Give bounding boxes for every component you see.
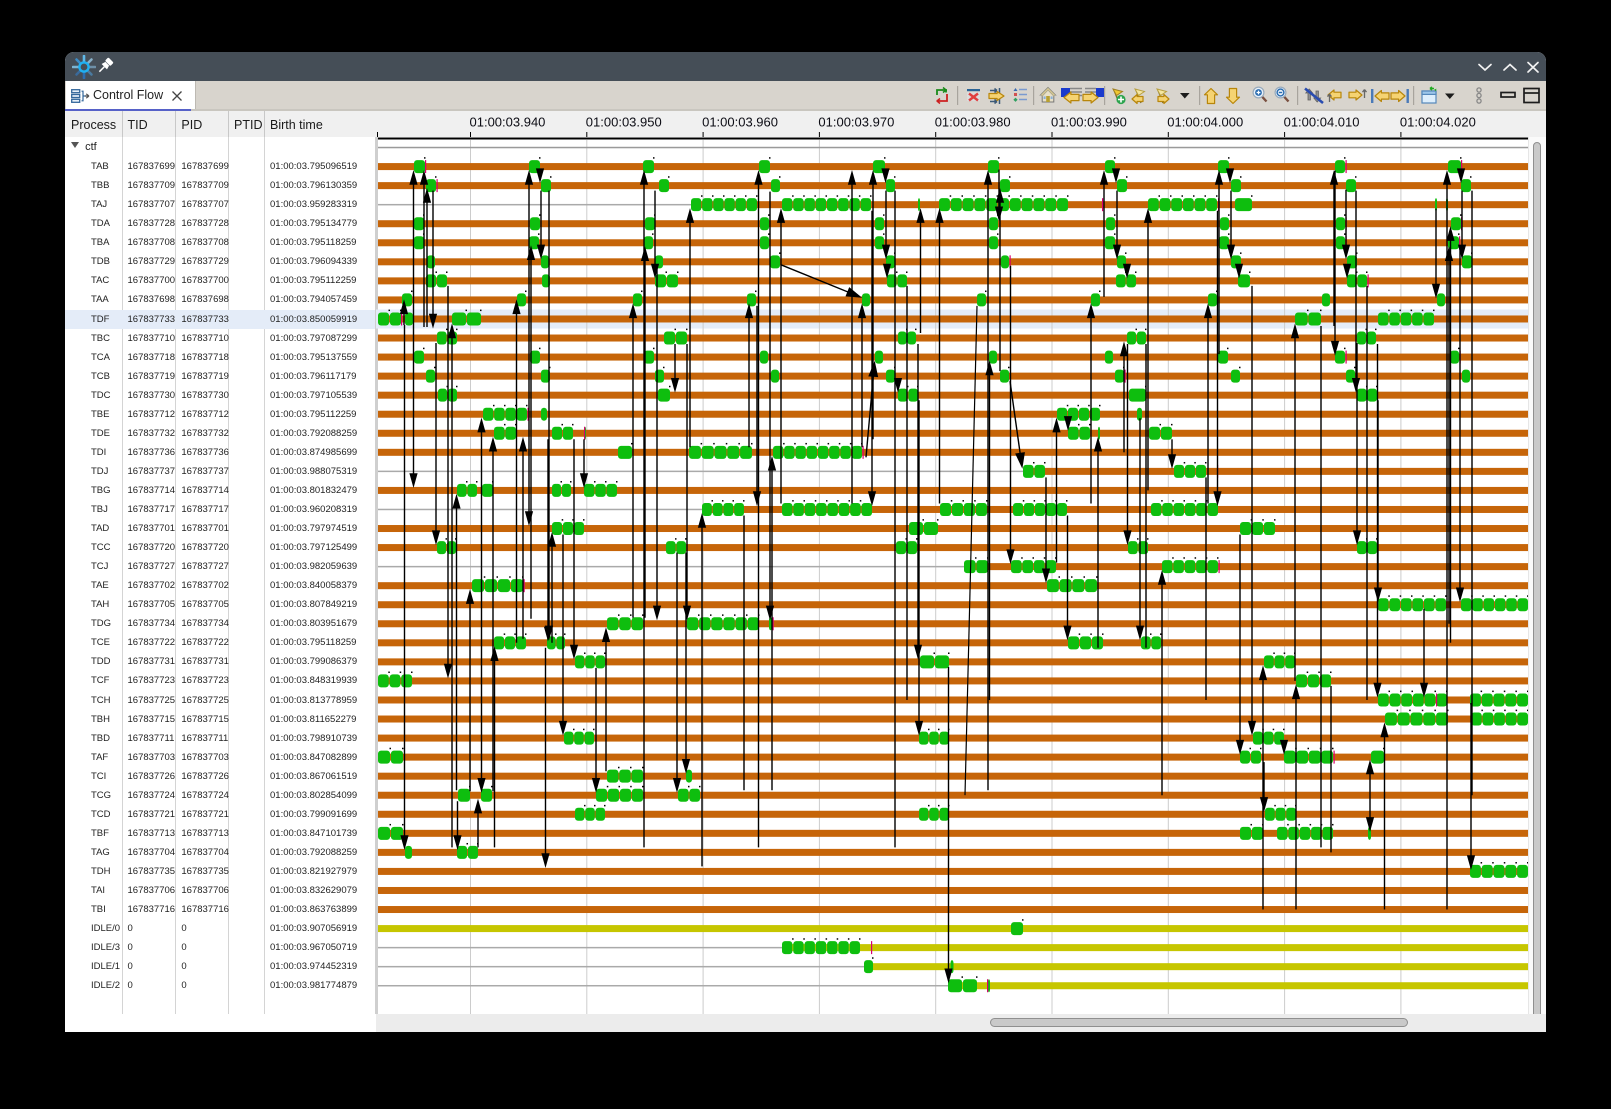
svg-text:01:00:04.020: 01:00:04.020 [1400, 115, 1476, 130]
svg-text:01:00:04.000: 01:00:04.000 [1167, 115, 1243, 130]
svg-text:01:00:04.010: 01:00:04.010 [1284, 115, 1360, 130]
svg-text:01:00:03.950: 01:00:03.950 [586, 115, 662, 130]
svg-text:01:00:03.990: 01:00:03.990 [1051, 115, 1127, 130]
svg-text:01:00:03.960: 01:00:03.960 [702, 115, 778, 130]
svg-text:01:00:03.970: 01:00:03.970 [818, 115, 894, 130]
svg-text:01:00:03.940: 01:00:03.940 [470, 115, 546, 130]
svg-text:01:00:03.980: 01:00:03.980 [935, 115, 1011, 130]
